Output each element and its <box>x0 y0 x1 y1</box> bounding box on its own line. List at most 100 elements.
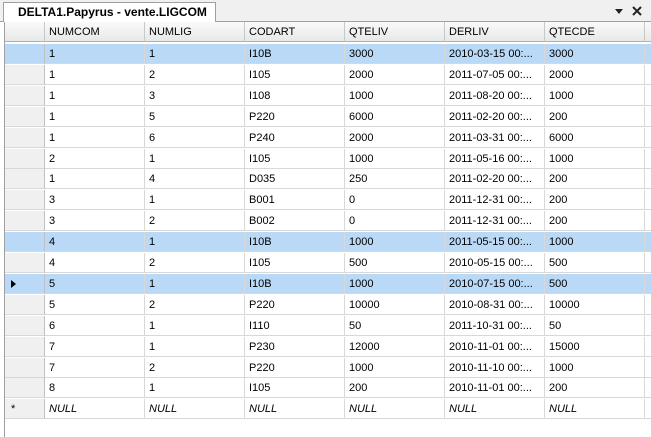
grid-cell[interactable]: 200 <box>545 211 645 232</box>
grid-cell[interactable]: 8 <box>45 378 145 399</box>
grid-cell[interactable]: 1000 <box>345 85 445 106</box>
grid-cell[interactable]: 500 <box>545 273 645 294</box>
grid-cell[interactable]: 6000 <box>345 106 445 127</box>
grid-cell[interactable] <box>645 169 651 190</box>
data-row[interactable]: 1 5 P220 6000 2011-02-20 00:... 200 <box>5 106 651 128</box>
grid-cell[interactable]: 0 <box>345 211 445 232</box>
data-row[interactable]: 7 2 P220 1000 2010-11-10 00:... 1000 <box>5 357 651 379</box>
data-row[interactable]: 1 2 I105 2000 2011-07-05 00:... 2000 <box>5 64 651 86</box>
grid-cell[interactable]: 1 <box>145 273 245 294</box>
data-row[interactable]: 6 1 I110 50 2011-10-31 00:... 50 <box>5 315 651 337</box>
grid-cell[interactable]: P220 <box>245 357 345 378</box>
grid-cell[interactable]: 200 <box>545 190 645 211</box>
grid-cell[interactable]: 0 <box>345 190 445 211</box>
row-indicator[interactable] <box>5 64 45 85</box>
grid-cell[interactable]: I105 <box>245 148 345 169</box>
grid-cell[interactable] <box>645 149 651 169</box>
grid-cell[interactable]: 2011-07-05 00:... <box>445 64 545 85</box>
grid-cell[interactable] <box>645 399 651 420</box>
grid-cell[interactable]: 2010-11-10 00:... <box>445 357 545 378</box>
grid-cell[interactable]: 2011-02-20 00:... <box>445 106 545 127</box>
grid-cell[interactable]: 1000 <box>545 232 645 253</box>
grid-cell[interactable]: 2010-07-15 00:... <box>445 273 545 294</box>
column-header[interactable]: NUMLIG <box>145 22 245 42</box>
grid-cell[interactable]: 2011-10-31 00:... <box>445 315 545 336</box>
grid-cell[interactable]: 2010-11-01 00:... <box>445 378 545 399</box>
data-row[interactable]: 2 1 I105 1000 2011-05-16 00:... 1000 <box>5 148 651 170</box>
row-indicator[interactable] <box>5 294 45 315</box>
row-indicator[interactable] <box>5 273 45 294</box>
grid-cell[interactable]: 1000 <box>545 148 645 169</box>
data-row[interactable]: 5 1 I10B 1000 2010-07-15 00:... 500 <box>5 273 651 295</box>
grid-cell[interactable]: 1 <box>145 232 245 253</box>
grid-cell[interactable]: I105 <box>245 253 345 273</box>
data-row[interactable]: 1 1 I10B 3000 2010-03-15 00:... 3000 <box>5 44 651 65</box>
row-indicator[interactable] <box>5 148 45 169</box>
grid-cell[interactable]: 500 <box>545 253 645 273</box>
column-header[interactable]: NUMCOM <box>45 22 145 42</box>
grid-cell[interactable]: 7 <box>45 336 145 357</box>
grid-cell[interactable] <box>645 232 651 253</box>
data-row[interactable]: 4 2 I105 500 2010-05-15 00:... 500 <box>5 253 651 274</box>
grid-cell[interactable] <box>645 378 651 399</box>
grid-cell[interactable] <box>645 358 651 378</box>
grid-cell[interactable]: 2 <box>145 294 245 315</box>
data-row[interactable]: 3 1 B001 0 2011-12-31 00:... 200 <box>5 190 651 211</box>
grid-cell[interactable]: I110 <box>245 315 345 336</box>
grid-cell[interactable]: 1 <box>45 64 145 85</box>
close-icon[interactable] <box>632 6 642 16</box>
row-indicator[interactable] <box>5 169 45 190</box>
grid-cell[interactable]: 2010-05-15 00:... <box>445 253 545 273</box>
grid-cell[interactable]: 15000 <box>545 336 645 357</box>
data-row[interactable]: 3 2 B002 0 2011-12-31 00:... 200 <box>5 211 651 232</box>
data-row[interactable]: * NULL NULL NULL NULL NULL NULL <box>5 399 651 420</box>
grid-cell[interactable]: 2000 <box>545 64 645 85</box>
row-indicator[interactable] <box>5 336 45 357</box>
grid-cell[interactable]: 2000 <box>345 64 445 85</box>
grid-cell[interactable]: 1000 <box>345 148 445 169</box>
grid-cell[interactable]: P230 <box>245 336 345 357</box>
grid-cell[interactable]: NULL <box>245 399 345 420</box>
column-header[interactable]: CODART <box>245 22 345 42</box>
grid-cell[interactable]: 1 <box>145 315 245 336</box>
row-indicator[interactable] <box>5 232 45 253</box>
row-indicator[interactable] <box>5 253 45 273</box>
document-tab[interactable]: DELTA1.Papyrus - vente.LIGCOM <box>3 2 216 22</box>
grid-cell[interactable] <box>645 295 651 315</box>
grid-cell[interactable] <box>645 107 651 127</box>
row-indicator[interactable] <box>5 106 45 127</box>
grid-cell[interactable]: 2011-05-16 00:... <box>445 148 545 169</box>
grid-cell[interactable]: 1 <box>45 44 145 64</box>
grid-cell[interactable]: 10000 <box>545 294 645 315</box>
grid-cell[interactable]: 3000 <box>345 44 445 64</box>
grid-cell[interactable]: 6 <box>145 127 245 148</box>
grid-cell[interactable]: 2010-03-15 00:... <box>445 44 545 64</box>
grid-cell[interactable]: 3 <box>45 211 145 232</box>
grid-cell[interactable]: 500 <box>345 253 445 273</box>
row-indicator[interactable] <box>5 315 45 336</box>
grid-cell[interactable]: P220 <box>245 106 345 127</box>
grid-cell[interactable]: D035 <box>245 169 345 190</box>
grid-cell[interactable]: 2000 <box>345 127 445 148</box>
grid-cell[interactable]: 200 <box>545 378 645 399</box>
grid-cell[interactable]: 2011-12-31 00:... <box>445 190 545 211</box>
grid-cell[interactable]: 2010-08-31 00:... <box>445 294 545 315</box>
grid-cell[interactable]: 2 <box>145 211 245 232</box>
column-header[interactable] <box>645 22 651 42</box>
grid-cell[interactable] <box>645 128 651 148</box>
dropdown-icon[interactable] <box>615 9 623 14</box>
grid-cell[interactable]: 6 <box>45 315 145 336</box>
row-indicator[interactable] <box>5 127 45 148</box>
grid-cell[interactable]: 50 <box>545 315 645 336</box>
column-header[interactable]: QTECDE <box>545 22 645 42</box>
grid-cell[interactable]: 5 <box>145 106 245 127</box>
grid-cell[interactable]: 1 <box>145 336 245 357</box>
grid-cell[interactable]: P240 <box>245 127 345 148</box>
grid-cell[interactable]: 2011-08-20 00:... <box>445 85 545 106</box>
grid-cell[interactable]: 3 <box>45 190 145 211</box>
grid-cell[interactable]: 1 <box>45 169 145 190</box>
grid-cell[interactable]: 2 <box>45 148 145 169</box>
grid-cell[interactable]: 1 <box>145 44 245 64</box>
grid-cell[interactable]: 200 <box>345 378 445 399</box>
grid-cell[interactable]: 1 <box>45 127 145 148</box>
